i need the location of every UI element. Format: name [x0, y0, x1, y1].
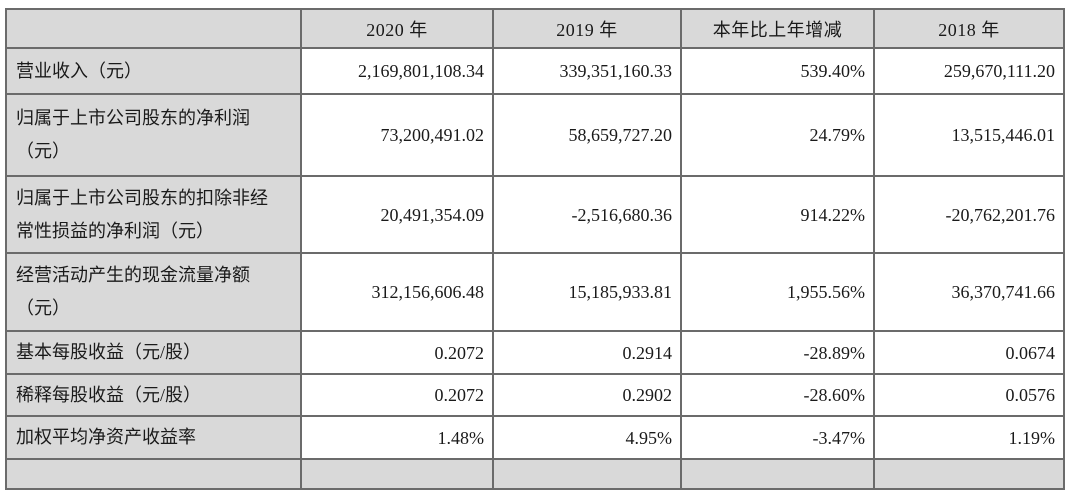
cell-2019: -2,516,680.36: [492, 175, 682, 254]
table-row-clipped: [5, 458, 1065, 490]
cell-2019: 15,185,933.81: [492, 252, 682, 332]
cell-yoy-change: 539.40%: [680, 47, 875, 95]
cell-2018: 13,515,446.01: [873, 93, 1065, 177]
clipped-cell: [492, 458, 682, 490]
key-financials-table: 2020 年 2019 年 本年比上年增减 2018 年 营业收入（元） 2,1…: [5, 8, 1065, 490]
cell-2020: 312,156,606.48: [300, 252, 494, 332]
table-row-diluted-eps: 稀释每股收益（元/股） 0.2072 0.2902 -28.60% 0.0576: [5, 373, 1065, 417]
table-row-net-profit: 归属于上市公司股东的净利润 （元） 73,200,491.02 58,659,7…: [5, 93, 1065, 177]
row-label: 归属于上市公司股东的扣除非经 常性损益的净利润（元）: [5, 175, 302, 254]
clipped-cell: [873, 458, 1065, 490]
clipped-cell: [5, 458, 302, 490]
clipped-cell: [300, 458, 494, 490]
header-2019: 2019 年: [492, 8, 682, 49]
header-yoy-change: 本年比上年增减: [680, 8, 875, 49]
cell-2019: 0.2902: [492, 373, 682, 417]
cell-2018: 259,670,111.20: [873, 47, 1065, 95]
table-row-weighted-avg-roe: 加权平均净资产收益率 1.48% 4.95% -3.47% 1.19%: [5, 415, 1065, 460]
table-row-operating-cash-flow: 经营活动产生的现金流量净额 （元） 312,156,606.48 15,185,…: [5, 252, 1065, 332]
cell-2018: 1.19%: [873, 415, 1065, 460]
cell-2019: 0.2914: [492, 330, 682, 375]
cell-2020: 20,491,354.09: [300, 175, 494, 254]
cell-yoy-change: -28.60%: [680, 373, 875, 417]
header-2020: 2020 年: [300, 8, 494, 49]
cell-2018: 0.0674: [873, 330, 1065, 375]
cell-2020: 73,200,491.02: [300, 93, 494, 177]
cell-2018: -20,762,201.76: [873, 175, 1065, 254]
table-row-operating-revenue: 营业收入（元） 2,169,801,108.34 339,351,160.33 …: [5, 47, 1065, 95]
cell-yoy-change: -3.47%: [680, 415, 875, 460]
cell-2020: 1.48%: [300, 415, 494, 460]
cell-yoy-change: -28.89%: [680, 330, 875, 375]
cell-2020: 0.2072: [300, 373, 494, 417]
cell-2019: 4.95%: [492, 415, 682, 460]
cell-2020: 2,169,801,108.34: [300, 47, 494, 95]
cell-2020: 0.2072: [300, 330, 494, 375]
table-row-net-profit-excl-nonrecurring: 归属于上市公司股东的扣除非经 常性损益的净利润（元） 20,491,354.09…: [5, 175, 1065, 254]
cell-yoy-change: 24.79%: [680, 93, 875, 177]
row-label: 营业收入（元）: [5, 47, 302, 95]
table-header-row: 2020 年 2019 年 本年比上年增减 2018 年: [5, 8, 1065, 49]
cell-2018: 36,370,741.66: [873, 252, 1065, 332]
header-2018: 2018 年: [873, 8, 1065, 49]
clipped-cell: [680, 458, 875, 490]
header-blank-cell: [5, 8, 302, 49]
row-label: 经营活动产生的现金流量净额 （元）: [5, 252, 302, 332]
row-label: 基本每股收益（元/股）: [5, 330, 302, 375]
cell-2019: 339,351,160.33: [492, 47, 682, 95]
row-label: 稀释每股收益（元/股）: [5, 373, 302, 417]
row-label: 加权平均净资产收益率: [5, 415, 302, 460]
cell-yoy-change: 914.22%: [680, 175, 875, 254]
table-row-basic-eps: 基本每股收益（元/股） 0.2072 0.2914 -28.89% 0.0674: [5, 330, 1065, 375]
cell-2018: 0.0576: [873, 373, 1065, 417]
page: { "table": { "columns": ["", "2020 年", "…: [5, 8, 1065, 490]
row-label: 归属于上市公司股东的净利润 （元）: [5, 93, 302, 177]
cell-yoy-change: 1,955.56%: [680, 252, 875, 332]
cell-2019: 58,659,727.20: [492, 93, 682, 177]
